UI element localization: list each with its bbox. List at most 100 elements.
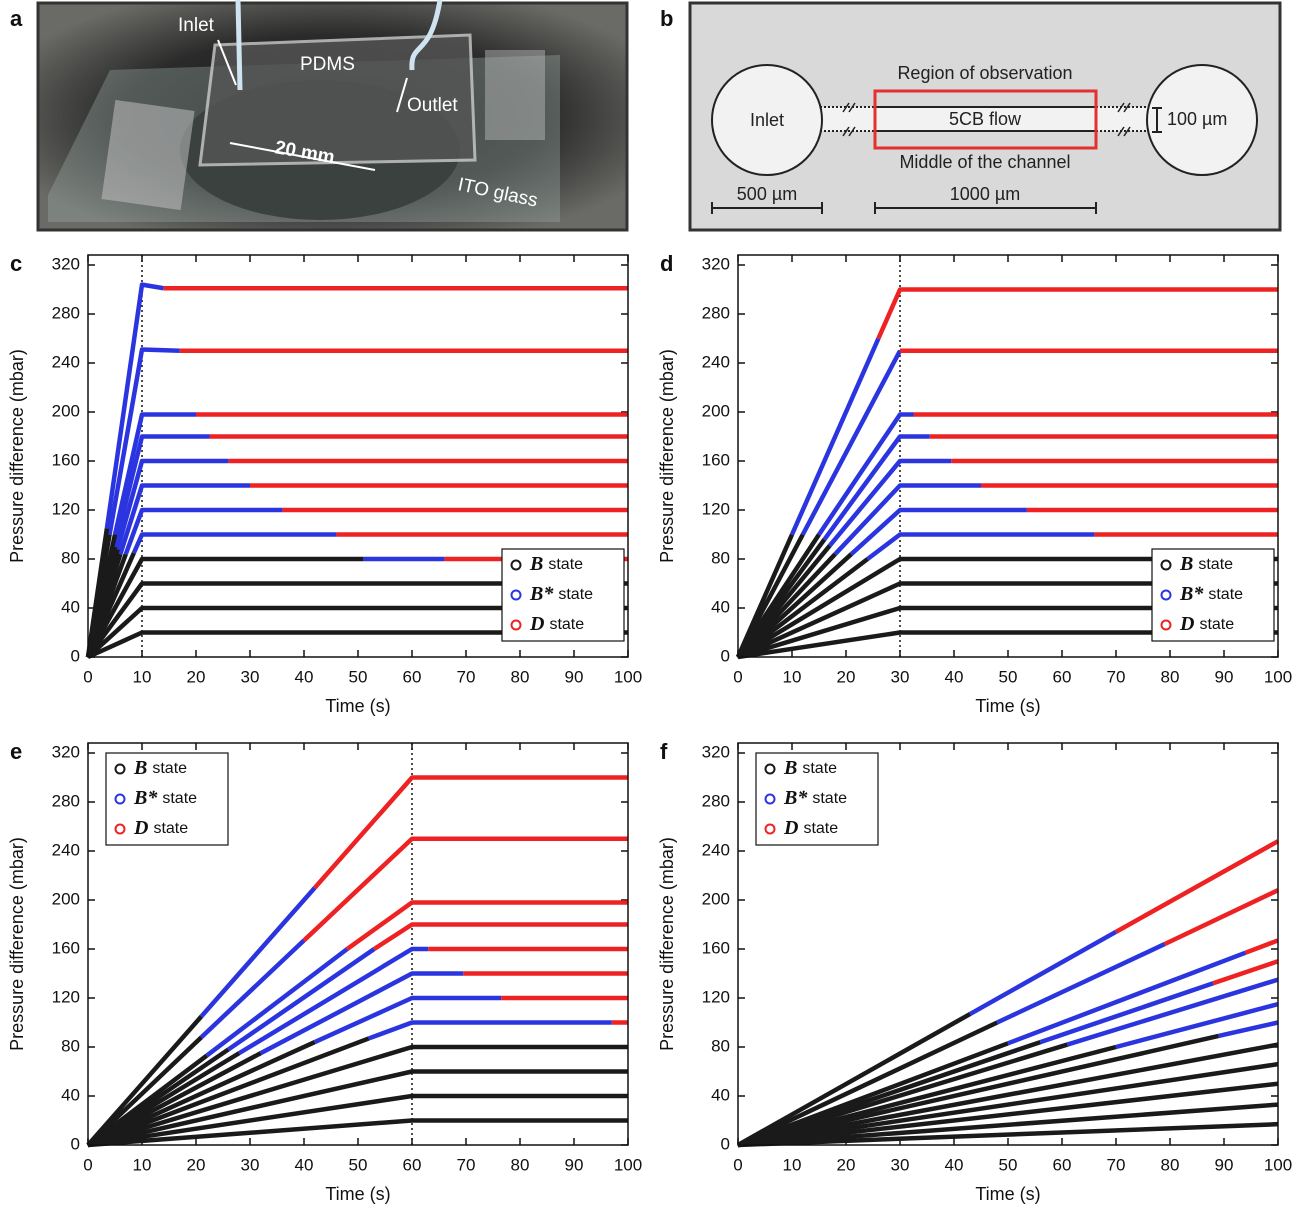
data-line [86,1035,203,1147]
x-tick-label: 60 [1053,667,1072,686]
data-line [115,458,229,550]
label: 1000 µm [950,184,1020,204]
data-line [996,942,1166,1025]
y-tick-label: 280 [702,303,730,322]
data-line [259,971,464,1056]
x-tick-label: 10 [783,1155,802,1174]
data-line [1212,959,1279,986]
x-tick-label: 0 [83,1155,92,1174]
y-tick-label: 120 [52,499,80,518]
y-tick-label: 320 [52,742,80,761]
data-line [800,349,902,536]
panel-b: b Region of observation Inlet 5CB flow M… [660,1,1282,232]
tape [101,99,195,211]
y-tick-label: 160 [702,450,730,469]
data-line [205,947,349,1058]
label: PDMS [300,54,355,75]
legend-label: B* state [783,787,847,809]
data-line [87,1093,628,1148]
data-line [737,1061,1279,1148]
y-axis-title: Pressure difference (mbar) [7,349,27,563]
x-tick-label: 50 [349,1155,368,1174]
y-axis-title: Pressure difference (mbar) [657,837,677,1051]
legend-box [1151,548,1275,642]
x-tick-label: 60 [403,1155,422,1174]
legend-suffix: state [1198,556,1233,573]
data-line [737,1044,1117,1148]
y-tick-label: 120 [702,499,730,518]
x-tick-label: 90 [565,1155,584,1174]
y-tick-label: 200 [702,889,730,908]
data-line [118,483,250,555]
observation-region [873,89,1098,150]
legend-state: B [783,757,797,779]
data-line [87,1118,628,1148]
data-line [86,1014,204,1147]
data-line [1163,888,1279,947]
label: Middle of the channel [899,152,1070,172]
label: 500 µm [737,184,797,204]
x-tick-label: 80 [511,1155,530,1174]
y-tick-label: 120 [702,987,730,1006]
legend-marker [1160,589,1172,601]
x-tick-label: 20 [187,1155,206,1174]
x-tick-label: 60 [403,667,422,686]
plot-frame [737,742,1279,1146]
legend-box [755,752,879,846]
x-tick-label: 0 [733,667,742,686]
x-tick-label: 70 [1107,1155,1126,1174]
x-tick-label: 40 [295,667,314,686]
y-tick-label: 280 [702,791,730,810]
y-tick-label: 80 [711,548,730,567]
outlet-well [1146,64,1258,176]
legend-marker [510,589,522,601]
data-line [1114,839,1280,934]
data-line [345,900,628,951]
legend-box [501,548,625,642]
y-axis-title: Pressure difference (mbar) [657,349,677,563]
legend-state: D [529,613,544,635]
plot-frame [737,254,1279,658]
legend-state: D [133,817,148,839]
x-tick-label: 30 [241,667,260,686]
x-tick-label: 90 [1215,667,1234,686]
label: Inlet [178,15,215,36]
legend-suffix: state [803,820,838,837]
data-line [112,434,210,548]
data-line [199,886,317,1018]
y-tick-label: 240 [52,352,80,371]
y-tick-label: 200 [52,401,80,420]
y-tick-label: 160 [52,450,80,469]
label: Region of observation [897,63,1072,83]
data-line [737,1020,999,1148]
legend-state: B* [783,787,808,809]
x-tick-label: 10 [133,667,152,686]
legend-state: D [783,817,798,839]
data-line [227,947,376,1052]
data-line [123,507,283,555]
y-tick-label: 80 [61,1036,80,1055]
x-tick-label: 0 [83,667,92,686]
x-tick-label: 100 [1264,667,1292,686]
y-axis-title: Pressure difference (mbar) [7,837,27,1051]
legend-label: B* state [1179,583,1243,605]
data-line [833,483,981,556]
x-tick-label: 80 [1161,1155,1180,1174]
x-tick-label: 10 [133,1155,152,1174]
legend-suffix: state [162,790,197,807]
data-line [87,1040,316,1148]
data-line [737,1042,1279,1148]
x-tick-label: 20 [837,667,856,686]
scale-bar [711,202,1097,214]
data-line [131,532,337,554]
y-tick-label: 160 [52,938,80,957]
y-tick-label: 80 [711,1036,730,1055]
legend-box [105,752,229,846]
legend-state: D [1179,613,1194,635]
